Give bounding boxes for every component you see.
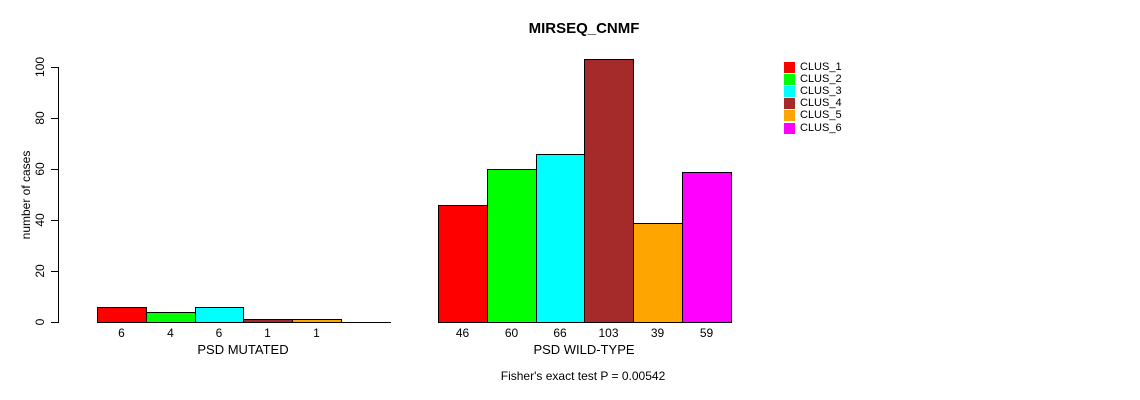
bar-value-label: 1 [313,326,320,340]
bar-value-label: 4 [167,326,174,340]
chart-title: MIRSEQ_CNMF [528,20,640,37]
y-axis-tick [51,220,58,221]
legend-swatch [784,122,795,134]
y-axis-tick-label: 100 [33,56,47,78]
bar-value-label: 103 [598,326,619,340]
bar-value-label: 60 [504,326,519,340]
legend: CLUS_1 CLUS_2 CLUS_3 CLUS_4 CLUS_5 CLUS_6 [784,61,842,134]
legend-swatch [784,110,795,122]
bar [682,172,732,323]
legend-item: CLUS_4 [784,98,842,110]
bar-value-label: 1 [264,326,271,340]
bar [195,307,244,323]
bar [584,59,634,323]
legend-label: CLUS_1 [800,60,842,73]
y-axis-tick-label: 80 [33,111,47,125]
bar [243,319,293,323]
legend-item: CLUS_2 [784,73,842,85]
y-axis-tick [51,67,58,68]
legend-label: CLUS_6 [800,121,842,134]
legend-item: CLUS_3 [784,85,842,97]
bar-value-label: 59 [699,326,714,340]
legend-item: CLUS_6 [784,122,842,134]
bar-value-label: 39 [650,326,665,340]
bar [487,169,537,323]
legend-swatch [784,61,795,73]
legend-label: CLUS_3 [800,84,842,97]
legend-label: CLUS_2 [800,72,842,85]
y-axis-tick-label: 20 [33,264,47,278]
bar-value-label: 66 [553,326,567,340]
bar-value-label: 46 [455,326,470,340]
bar-zero-height [341,322,391,323]
y-axis-tick [51,271,58,272]
bar-value-label: 6 [215,326,223,340]
y-axis-tick [51,322,58,323]
legend-swatch [784,98,795,110]
bar [536,154,585,323]
legend-swatch [784,85,795,97]
y-axis-tick-label: 0 [33,318,47,326]
legend-swatch [784,73,795,85]
bar-value-label: 6 [118,326,125,340]
y-axis-tick-label: 60 [33,162,47,176]
legend-label: CLUS_5 [800,109,842,122]
bar [97,307,147,323]
legend-label: CLUS_4 [800,97,842,110]
y-axis-tick [51,118,58,119]
y-axis-label: number of cases [19,150,33,240]
bar [146,312,196,323]
footnote-fisher-test: Fisher's exact test P = 0.00542 [500,369,666,383]
legend-item: CLUS_5 [784,110,842,122]
y-axis-tick [51,169,58,170]
x-axis-group-label-wildtype: PSD WILD-TYPE [533,342,635,357]
y-axis-tick-label: 40 [33,213,47,227]
bar [633,223,683,323]
y-axis-line [58,67,59,323]
bar [438,205,488,323]
legend-item: CLUS_1 [784,61,842,73]
bar [292,319,342,323]
x-axis-group-label-mutated: PSD MUTATED [197,342,289,357]
